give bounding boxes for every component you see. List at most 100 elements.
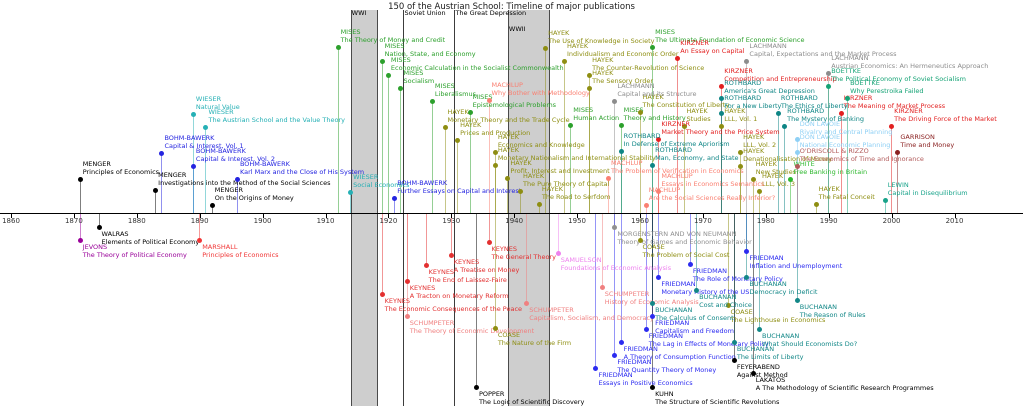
pub-title: Capital in Disequilibrium: [887, 189, 968, 197]
pub-author: MENGER: [82, 160, 111, 168]
pub-author: JEVONS: [82, 243, 108, 251]
timeline-dot: [486, 239, 492, 245]
pub-author: HAYEK: [510, 159, 532, 167]
pub-author: HAYEK: [724, 107, 746, 115]
pub-author: WHITE: [793, 160, 815, 168]
timeline-stem: [98, 214, 100, 228]
pub-author: BUCHANAN: [655, 306, 693, 314]
pub-author: BOHM-BAWERK: [195, 147, 246, 155]
timeline-stem: [199, 214, 201, 241]
timeline-dot: [335, 44, 341, 50]
pub-author: HAYEK: [447, 108, 469, 116]
pub-label: MISES Theory and History: [624, 106, 686, 122]
pub-title: Principles of Economics: [82, 168, 160, 176]
pub-title: Economic Calculation in the Socialist Co…: [390, 64, 564, 72]
pub-title: Man, Economy, and State: [655, 154, 739, 162]
timeline-stem: [897, 152, 899, 213]
pub-title: The Meaning of Market Process: [843, 102, 946, 110]
pub-author: BUCHANAN: [699, 293, 737, 301]
pub-author: KIRZNER: [843, 94, 873, 102]
pub-label: FRIEDMAN Inflation and Unemployment: [749, 254, 842, 270]
timeline-dot: [517, 188, 523, 194]
pub-author: ROTHBARD: [623, 132, 661, 140]
pub-title: The Theory of Money and Credit: [340, 36, 446, 44]
pub-label: HAYEK The Use of Knowledge in Society: [548, 29, 654, 45]
pub-author: FEYERABEND: [736, 363, 780, 371]
pub-author: ROTHBARD: [787, 107, 825, 115]
event-label-soviet-union: Soviet Union: [404, 9, 446, 17]
pub-title: Liberalismus: [434, 90, 476, 98]
pub-label: KEYNES A Tracton on Monetary Reform: [410, 284, 509, 300]
pub-label: HAYEK LLL, Vol. 3: [762, 172, 795, 188]
pub-title: A Tracton on Monetary Reform: [409, 292, 509, 300]
pub-author: MISES: [472, 93, 493, 101]
pub-label: SCHUMPETER Capitalism, Socialism, and Dem…: [529, 306, 654, 322]
pub-author: HAYEK: [743, 133, 765, 141]
event-line-the-great-depression: [454, 10, 456, 406]
timeline-stem: [155, 190, 157, 213]
pub-title: The End of Laissez-Faire: [428, 276, 507, 284]
timeline-stem: [721, 113, 723, 213]
timeline-stem: [683, 126, 685, 213]
pub-author: MISES: [623, 106, 644, 114]
tick-label: 1950: [568, 217, 587, 225]
pub-title: The Lag in Effects of Monetary Policy: [648, 340, 769, 348]
pub-title: Capital & Interest, Vol. 2: [195, 155, 276, 163]
pub-title: Individualism and Economic Order: [567, 50, 679, 58]
pub-label: KUHN The Structure of Scientific Revoluti…: [655, 390, 779, 406]
pub-label: BOHM-BAWERK Capital & Interest, Vol. 2: [196, 147, 275, 163]
timeline-stem: [777, 113, 779, 213]
pub-title: Essays in Economics Semantics: [661, 180, 765, 188]
timeline-dot: [618, 122, 624, 128]
timeline-stem: [469, 112, 471, 213]
timeline-dot: [442, 124, 448, 130]
timeline-stem: [564, 61, 566, 213]
pub-title: The Ultimate Foundation of Economic Scie…: [655, 36, 805, 44]
pub-label: BOHM-BAWERK Further Essays on Capital and…: [397, 179, 521, 195]
timeline-dot: [379, 291, 385, 297]
pub-label: BUCHANAN The Calculus of Consent: [655, 306, 734, 322]
pub-label: LEWIN Capital in Disequilibrium: [888, 181, 968, 197]
timeline-stem: [658, 139, 660, 213]
pub-label: HAYEK The Constitution of Liberty: [643, 93, 730, 109]
pub-title: Democracy in Deficit: [749, 288, 818, 296]
pub-title: The Counter-Revolution of Science: [592, 64, 705, 72]
pub-title: Studies: [686, 115, 711, 123]
pub-label: WHITE Free Banking in Britain: [793, 160, 867, 176]
pub-author: HAYEK: [762, 172, 784, 180]
event-label-wwi: WWI: [351, 9, 367, 17]
pub-title: LLL, Vol. 3: [762, 180, 795, 188]
pub-author: MISES: [434, 82, 455, 90]
pub-label: ROTHBARD The Ethics of Liberty: [781, 94, 848, 110]
pub-title: Economics and Knowledge: [497, 141, 585, 149]
pub-title: The Economics of Time and Ignorance: [799, 155, 924, 163]
timeline-dot: [650, 300, 656, 306]
axis-tick: [577, 214, 579, 218]
timeline-dot: [788, 176, 794, 182]
timeline-stem: [689, 214, 691, 265]
timeline-stem: [752, 179, 754, 213]
pub-title: The Pure Theory of Capital: [522, 180, 610, 188]
timeline-dot: [492, 162, 498, 168]
timeline-stem: [444, 127, 446, 213]
timeline-stem: [658, 214, 660, 278]
timeline-stem: [620, 214, 622, 343]
timeline-dot: [562, 58, 568, 64]
pub-author: MACHLUP: [661, 172, 693, 180]
timeline-stem: [79, 214, 81, 241]
pub-label: MISES Liberalismus: [435, 82, 476, 98]
timeline-stem: [652, 47, 654, 213]
pub-label: KIRZNER The Meaning of Market Process: [844, 94, 945, 110]
pub-author: LACHMANN: [831, 54, 869, 62]
timeline-dot: [448, 252, 454, 258]
pub-title: The Mystery of Banking: [787, 115, 864, 123]
pub-author: KEYNES: [453, 258, 480, 266]
timeline-stem: [519, 191, 521, 213]
pub-author: FRIEDMAN: [661, 280, 696, 288]
pub-author: ROTHBARD: [724, 79, 762, 87]
timeline-dot: [775, 110, 781, 116]
pub-label: MENGER On the Origins of Money: [215, 186, 294, 202]
timeline-dot: [794, 297, 800, 303]
axis-tick: [73, 214, 75, 218]
timeline-dot: [650, 384, 656, 390]
